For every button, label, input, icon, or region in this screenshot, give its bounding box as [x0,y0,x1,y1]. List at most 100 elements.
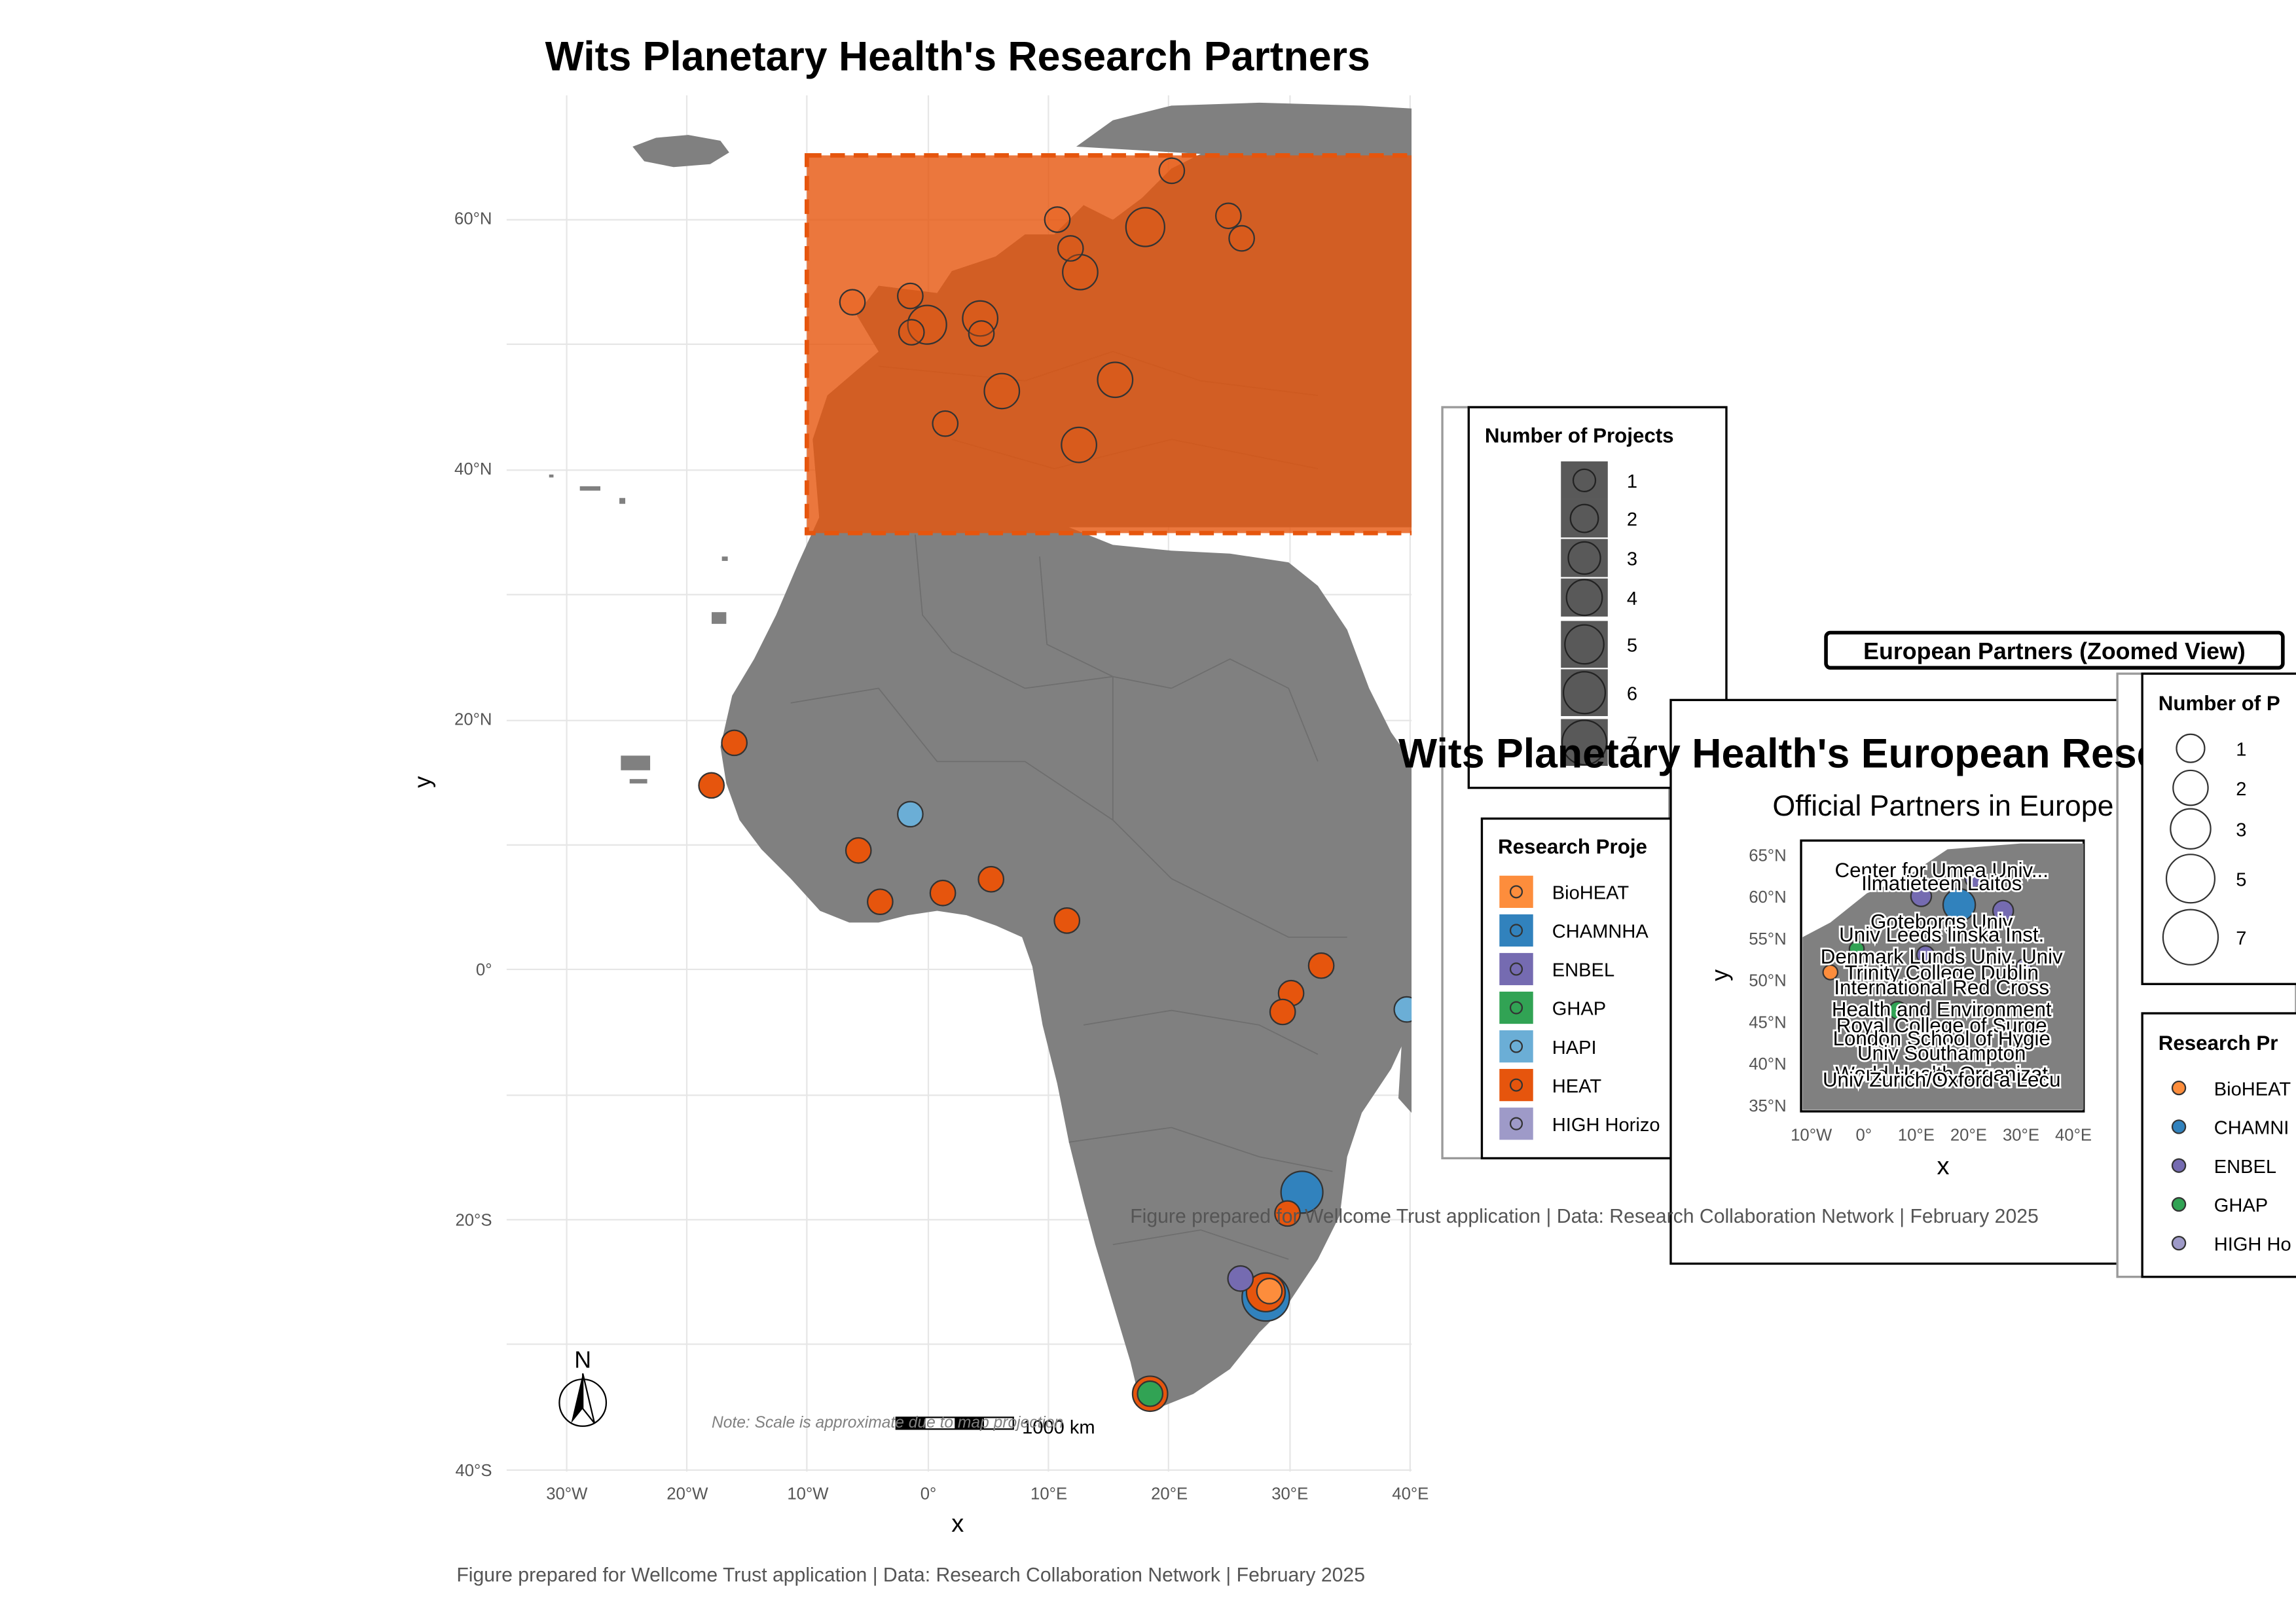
inset-partner-label: World Health Organizat [1835,1062,2048,1085]
iceland-shape [632,135,729,168]
legend-projects-label: 7 [1627,733,1637,754]
legend-projects-title: Number of Projects [1485,424,1674,447]
inset-legend-research-items: BioHEAT CHAMNI ENBEL GHAP HIGH Ho [2171,1079,2291,1255]
lat-tick-label: 40°S [455,1462,492,1480]
partner-marker [845,837,872,864]
inset-legend-projects-label: 2 [2236,779,2246,800]
inset-legend-research-frame [2141,1012,2296,1278]
inset-lat-tick-label: 40°N [1749,1055,1786,1074]
legend-research-label: HAPI [1552,1038,1597,1058]
partner-marker [698,772,725,799]
legend-size-symbol [1565,579,1603,617]
inset-lat-tick-label: 50°N [1749,972,1786,990]
partner-marker [968,320,995,347]
lat-tick-label: 60°N [454,210,492,228]
inset-legend-color-dot [2171,1197,2187,1212]
legend-size-symbol [1569,503,1599,533]
partner-marker [1061,426,1097,463]
inset-legend-research-label: HIGH Ho [2214,1234,2291,1255]
inset-legend-size-symbol [2176,733,2206,763]
partner-marker [721,729,748,757]
legend-projects-items: 1 2 3 4 5 6 7 [1561,461,1637,767]
inset-legend-size-symbol [2162,909,2219,965]
legend-research-label: BioHEAT [1552,883,1630,904]
inset-lon-tick-label: 10°W [1791,1127,1832,1145]
legend-research-label: GHAP [1552,999,1606,1020]
partner-marker [1214,202,1242,230]
legend-research-label: HIGH Horizo [1552,1115,1660,1136]
legend-color-dot [1509,1001,1523,1015]
legend-research-label: CHAMNHA [1552,922,1649,943]
partner-marker [907,304,947,345]
inset-legend-color-dot [2171,1119,2187,1134]
partner-marker [898,319,925,346]
partner-marker [1228,225,1255,252]
inset-legend-size-symbol [2165,854,2216,904]
lat-tick-label: 0° [476,961,492,979]
partner-marker [1307,952,1335,979]
inset-legend-projects-label: 3 [2236,820,2246,840]
legend-projects-label: 6 [1627,683,1637,704]
europe-highlight-box [805,153,1412,535]
inset-legend-projects-label: 1 [2236,739,2246,760]
lon-tick-label: 10°E [1030,1485,1067,1504]
legend-size-symbol [1564,624,1605,665]
legend-size-symbol [1572,468,1597,493]
inset-lon-tick-label: 40°E [2055,1127,2092,1145]
inset-partner-label: Denmark Lunds Univ. Univ [1821,945,2063,968]
inset-legend-research-label: ENBEL [2214,1157,2276,1178]
inset-legend-research-label: GHAP [2214,1195,2268,1216]
inset-lat-tick-label: 45°N [1749,1013,1786,1032]
inset-lon-tick-label: 10°E [1898,1127,1935,1145]
legend-research-label: ENBEL [1552,960,1614,981]
legend-color-dot [1509,1117,1523,1130]
inset-partner-label: London School of Hygie [1833,1027,2050,1050]
lon-tick-label: 10°W [787,1485,829,1504]
legend-projects-label: 5 [1627,636,1637,657]
inset-legend-color-dot [2171,1158,2187,1173]
partner-marker [1274,1200,1301,1227]
lon-tick-label: 30°W [546,1485,588,1504]
inset-partner-label: Center for Umea Univ... [1835,859,2049,882]
inset-legend-research-title: Research Pr [2159,1032,2278,1055]
partner-markers [698,157,1412,1413]
lat-tick-label: 40°N [454,460,492,478]
inset-lon-tick-label: 20°E [1950,1127,1987,1145]
north-arrow: N [558,1346,608,1427]
partner-marker [1125,207,1165,247]
inset-partner-markers [1822,869,2032,1020]
inset-x-axis-label: x [1937,1153,1949,1180]
inset-partner-label: International Red Cross [1834,976,2049,999]
legend-research-frame [1480,817,1703,1160]
atlantic-islands [549,474,728,784]
main-caption: Figure prepared for Wellcome Trust appli… [456,1564,1365,1586]
madagascar-shape [1398,1016,1412,1113]
partner-marker [867,888,894,916]
inset-title: Wits Planetary Health's European Researc… [1398,731,2246,776]
north-arrow-label: N [574,1346,591,1373]
lon-tick-label: 20°W [666,1485,708,1504]
partner-marker [1053,907,1081,934]
inset-partner-label: Univ Zurich/Oxford a Lecu [1823,1068,2061,1091]
inset-legend-color-dot [2171,1080,2187,1096]
partner-marker [1393,996,1412,1023]
partner-marker [983,372,1021,410]
scale-note: Note: Scale is approximate due to map pr… [712,1414,1063,1432]
partner-marker [1158,157,1186,185]
latitude-tick-labels: 60°N 40°N 20°N 0° 20°S 40°S [454,210,492,1480]
inset-legend-research-label: CHAMNI [2214,1118,2289,1139]
inset-legend-projects-items: 1 2 3 5 7 [2162,733,2246,965]
legend-size-symbol [1567,541,1601,575]
legend-color-dot [1509,924,1523,937]
longitude-tick-labels: 30°W 20°W 10°W 0° 10°E 20°E 30°E 40°E [546,1485,1429,1504]
inset-lat-tick-label: 55°N [1749,930,1786,948]
partner-marker [1269,998,1296,1026]
inset-lat-tick-label: 65°N [1749,846,1786,865]
partner-marker [962,300,999,337]
partner-marker [1256,1278,1283,1305]
legend-size-symbol [1561,719,1608,766]
inset-partner-label: Univ Leeds linska Inst. [1839,923,2044,946]
inset-lon-tick-label: 30°E [2003,1127,2039,1145]
inset-partner-label: Ilmatieteen Laitos [1861,872,2022,895]
lon-tick-label: 20°E [1151,1485,1188,1504]
